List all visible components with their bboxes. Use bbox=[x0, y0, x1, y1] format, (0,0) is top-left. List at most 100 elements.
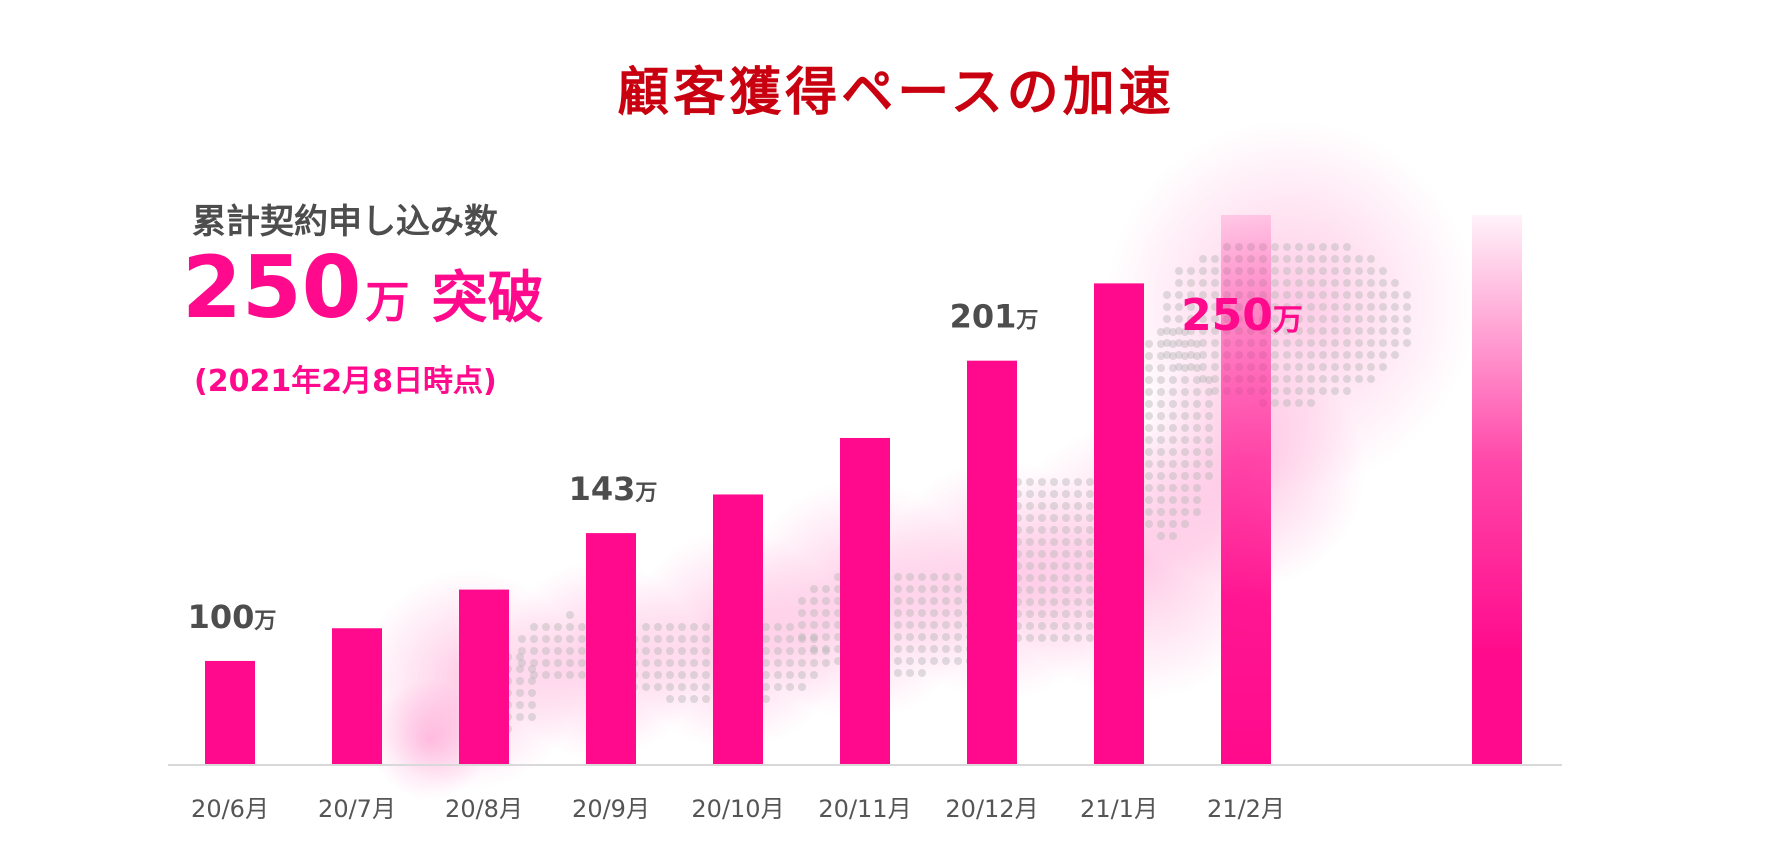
map-dot bbox=[1038, 622, 1046, 630]
map-dot bbox=[1145, 424, 1153, 432]
map-dot bbox=[1050, 550, 1058, 558]
map-dot bbox=[1343, 387, 1351, 395]
map-dot bbox=[1026, 538, 1034, 546]
map-dot bbox=[1181, 484, 1189, 492]
map-dot bbox=[762, 635, 770, 643]
map-dot bbox=[1157, 328, 1165, 336]
map-dot bbox=[678, 683, 686, 691]
map-dot bbox=[954, 645, 962, 653]
map-dot bbox=[678, 695, 686, 703]
map-dot bbox=[1367, 375, 1375, 383]
map-dot bbox=[822, 621, 830, 629]
map-dot bbox=[530, 635, 538, 643]
map-dot bbox=[666, 671, 674, 679]
map-dot bbox=[1157, 532, 1165, 540]
map-dot bbox=[1074, 598, 1082, 606]
map-dot bbox=[906, 669, 914, 677]
map-dot bbox=[1145, 412, 1153, 420]
map-dot bbox=[1379, 351, 1387, 359]
map-dot bbox=[1343, 291, 1351, 299]
map-dot bbox=[1283, 399, 1291, 407]
map-dot bbox=[1343, 255, 1351, 263]
map-dot bbox=[1086, 514, 1094, 522]
map-dot bbox=[1181, 520, 1189, 528]
map-dot bbox=[1319, 315, 1327, 323]
map-dot bbox=[1038, 514, 1046, 522]
map-dot bbox=[1026, 550, 1034, 558]
map-dot bbox=[578, 623, 586, 631]
map-dot bbox=[1355, 375, 1363, 383]
value-label-8: 250万 bbox=[1181, 290, 1303, 341]
map-dot bbox=[1145, 520, 1153, 528]
map-dot bbox=[1193, 388, 1201, 396]
bar-20/12月 bbox=[967, 360, 1017, 765]
map-dot bbox=[1211, 279, 1219, 287]
value-label-unit: 万 bbox=[634, 481, 657, 506]
map-dot bbox=[516, 665, 524, 673]
map-dot bbox=[1319, 267, 1327, 275]
map-dot bbox=[1319, 279, 1327, 287]
map-dot bbox=[954, 585, 962, 593]
map-dot bbox=[1074, 634, 1082, 642]
map-dot bbox=[1086, 490, 1094, 498]
map-dot bbox=[666, 659, 674, 667]
map-dot bbox=[1074, 502, 1082, 510]
map-dot bbox=[942, 597, 950, 605]
map-dot bbox=[1157, 436, 1165, 444]
map-dot bbox=[1199, 375, 1207, 383]
map-dot bbox=[1379, 327, 1387, 335]
map-dot bbox=[1331, 351, 1339, 359]
map-dot bbox=[954, 597, 962, 605]
map-dot bbox=[642, 671, 650, 679]
map-dot bbox=[1403, 291, 1411, 299]
map-dot bbox=[530, 647, 538, 655]
map-dot bbox=[1145, 460, 1153, 468]
map-dot bbox=[822, 597, 830, 605]
map-dot bbox=[1026, 586, 1034, 594]
map-dot bbox=[894, 669, 902, 677]
map-dot bbox=[906, 657, 914, 665]
map-dot bbox=[774, 659, 782, 667]
map-dot bbox=[1355, 291, 1363, 299]
map-dot bbox=[1062, 490, 1070, 498]
map-dot bbox=[1307, 243, 1315, 251]
kpi-note: (2021年2月8日時点) bbox=[194, 364, 497, 399]
map-dot bbox=[1295, 375, 1303, 383]
map-dot bbox=[1187, 351, 1195, 359]
map-dot bbox=[1283, 255, 1291, 263]
map-dot bbox=[1187, 303, 1195, 311]
map-dot bbox=[1199, 303, 1207, 311]
map-dot bbox=[542, 623, 550, 631]
map-dot bbox=[690, 647, 698, 655]
map-dot bbox=[1074, 490, 1082, 498]
map-dot bbox=[566, 611, 574, 619]
map-dot bbox=[702, 695, 710, 703]
map-dot bbox=[666, 683, 674, 691]
map-dot bbox=[930, 621, 938, 629]
map-dot bbox=[516, 689, 524, 697]
map-dot bbox=[702, 647, 710, 655]
map-dot bbox=[1199, 315, 1207, 323]
map-dot bbox=[1331, 291, 1339, 299]
map-dot bbox=[1074, 610, 1082, 618]
map-dot bbox=[774, 623, 782, 631]
map-dot bbox=[1086, 478, 1094, 486]
map-dot bbox=[810, 635, 818, 643]
map-dot bbox=[1367, 267, 1375, 275]
map-dot bbox=[1199, 279, 1207, 287]
map-dot bbox=[1271, 291, 1279, 299]
map-dot bbox=[942, 657, 950, 665]
map-dot bbox=[578, 659, 586, 667]
map-dot bbox=[1157, 520, 1165, 528]
map-dot bbox=[1062, 622, 1070, 630]
map-dot bbox=[1307, 255, 1315, 263]
map-dot bbox=[1038, 478, 1046, 486]
map-dot bbox=[1086, 634, 1094, 642]
bar-20/9月 bbox=[586, 533, 636, 765]
map-dot bbox=[1271, 339, 1279, 347]
map-dot bbox=[906, 585, 914, 593]
map-dot bbox=[1343, 279, 1351, 287]
map-dot bbox=[930, 597, 938, 605]
map-dot bbox=[1026, 634, 1034, 642]
